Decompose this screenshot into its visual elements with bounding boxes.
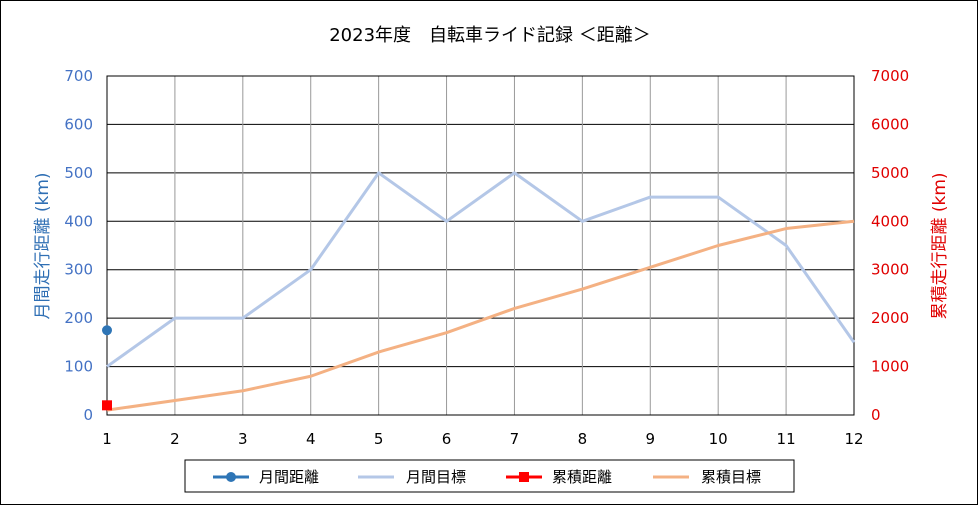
x-tick-label: 6 [442,430,452,448]
x-tick-label: 5 [374,430,384,448]
y-left-tick-label: 400 [64,212,93,230]
series-lines [102,171,856,412]
y-right-tick-label: 7000 [871,67,909,85]
y-left-tick-label: 500 [64,164,93,182]
legend-label: 累積目標 [701,468,761,486]
y-right-tick-label: 2000 [871,309,909,327]
legend-marker-circle [226,472,236,482]
y-right-tick-label: 4000 [871,212,909,230]
x-tick-label: 3 [238,430,248,448]
y-axis-right-title: 累積走行距離 (km) [930,172,950,319]
legend: 月間距離 月間目標 累積距離 累積目標 [184,459,795,493]
plot-area-border [106,75,855,416]
axis-ticks: 0 0 100 1000 200 2000 300 3000 400 4000 500 5000 600… [64,67,909,448]
x-tick-label: 10 [709,430,728,448]
x-tick-label: 7 [510,430,520,448]
legend-label: 累積距離 [552,468,612,486]
y-right-tick-label: 0 [871,406,881,424]
x-tick-label: 2 [170,430,180,448]
y-left-tick-label: 0 [83,406,93,424]
y-axis-left-title: 月間走行距離 (km) [33,172,53,319]
x-tick-label: 4 [306,430,316,448]
series-line-2 [106,171,856,368]
x-tick-label: 12 [844,430,863,448]
series-marker-circle [102,325,112,336]
y-left-tick-label: 100 [64,358,93,376]
y-right-tick-label: 5000 [871,164,909,182]
y-left-tick-label: 700 [64,67,93,85]
x-tick-label: 8 [578,430,588,448]
x-tick-label: 11 [777,430,796,448]
y-left-tick-label: 300 [64,261,93,279]
y-left-tick-label: 600 [64,115,93,133]
legend-box [184,459,795,493]
y-right-tick-label: 6000 [871,115,909,133]
legend-label: 月間距離 [259,468,319,486]
legend-label: 月間目標 [406,468,466,486]
legend-marker-square [519,472,529,482]
series-line-4 [106,219,855,412]
y-left-tick-label: 200 [64,309,93,327]
chart-title: 2023年度 自転車ライド記録 ＜距離＞ [329,25,651,46]
y-right-tick-label: 1000 [871,358,909,376]
series-marker-square [102,400,112,411]
x-tick-label: 1 [102,430,112,448]
x-tick-label: 9 [645,430,655,448]
grid [106,75,855,416]
y-right-tick-label: 3000 [871,261,909,279]
